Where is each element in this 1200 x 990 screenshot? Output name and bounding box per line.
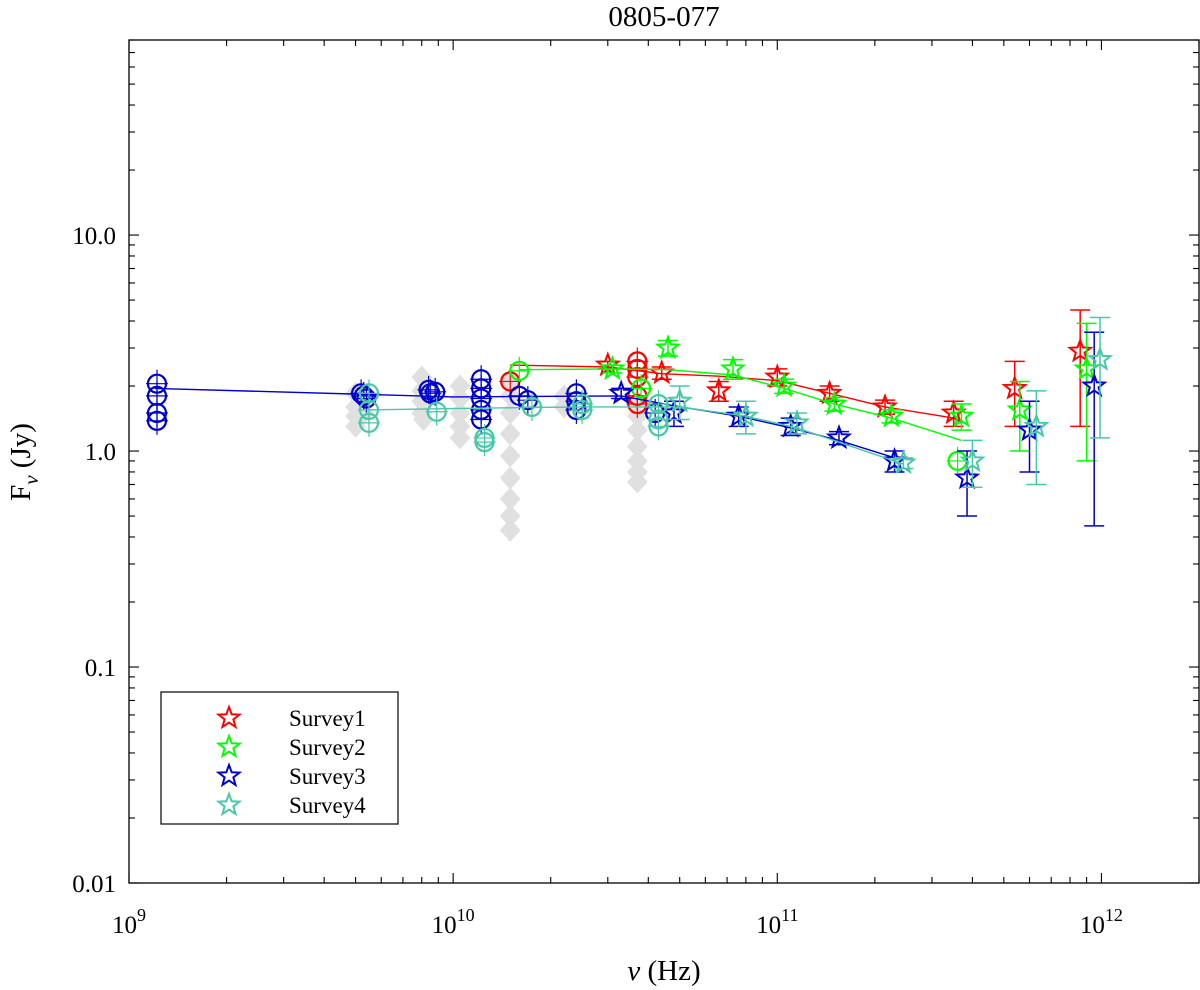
legend-label: Survey1 [289,706,366,731]
data-point-star [959,447,986,473]
background-point [449,426,471,450]
data-point-star [1080,372,1108,398]
background-point [499,444,521,468]
data-point-star [599,355,626,381]
legend-marker-star [215,791,243,817]
series-line [519,368,962,442]
data-point-star [1066,337,1094,363]
data-point-star [1006,396,1034,422]
legend-label: Survey2 [289,735,366,760]
background-points-layer [345,365,648,542]
series-layer [145,309,1114,527]
y-tick-label: 10.0 [72,223,116,250]
background-point [499,466,521,490]
data-point-circle [509,360,530,381]
data-point-star [654,334,682,360]
data-point-circle [521,396,543,418]
data-point-circle [572,399,593,421]
y-tick-label: 0.1 [85,655,116,682]
data-point-star [1086,345,1114,371]
data-point-star [1001,374,1028,400]
data-point-star [608,379,635,405]
y-tick-label: 1.0 [85,439,116,466]
x-tick-label: 1011 [756,905,798,939]
plot-frame [128,39,1200,884]
data-point-star [783,409,811,435]
data-point-star [666,387,693,413]
legend: Survey1 Survey2 Survey3 Survey4 [160,691,399,825]
x-tick-label: 1010 [432,905,475,939]
data-point-star [1023,412,1050,438]
data-point-star [890,449,917,475]
y-tick-label: 0.01 [72,871,116,898]
background-point [499,518,521,542]
series-survey1 [499,309,1094,428]
legend-box [160,691,399,825]
chart-title: 0805-077 [608,1,719,33]
series-survey2 [508,322,1100,475]
background-point [499,401,521,425]
axis-ticks-layer [128,39,1200,884]
axis-tick-labels-layer: 109 1010 1011 1012 0.01 0.1 1.0 10.0 [72,223,1123,939]
data-point-star [821,390,848,416]
legend-marker-star [215,762,243,788]
background-point [499,422,521,446]
y-axis-label: Fν (Jy) [5,423,43,501]
legend-label: Survey3 [289,764,366,789]
data-point-star [770,372,798,398]
data-point-star [719,355,747,381]
legend-marker-star [215,704,243,730]
data-point-circle [425,381,446,402]
data-point-star [953,464,981,490]
data-point-star [948,402,975,428]
x-tick-label: 109 [112,905,146,939]
series-survey4 [357,316,1114,488]
data-point-circle [474,431,495,453]
x-axis-label: ν (Hz) [627,955,700,987]
data-point-star [705,376,733,403]
data-point-star [878,402,905,428]
data-point-circle [146,410,168,431]
legend-label: Survey4 [289,793,366,818]
data-point-star [732,402,760,428]
data-point-circle [648,416,669,437]
x-tick-label: 1012 [1080,905,1123,939]
legend-marker-star [215,733,243,759]
data-point-star [871,393,899,419]
background-point [626,470,648,494]
data-point-circle [627,393,648,415]
data-point-circle [358,412,380,433]
data-point-circle [630,378,652,399]
data-point-circle [426,401,447,422]
